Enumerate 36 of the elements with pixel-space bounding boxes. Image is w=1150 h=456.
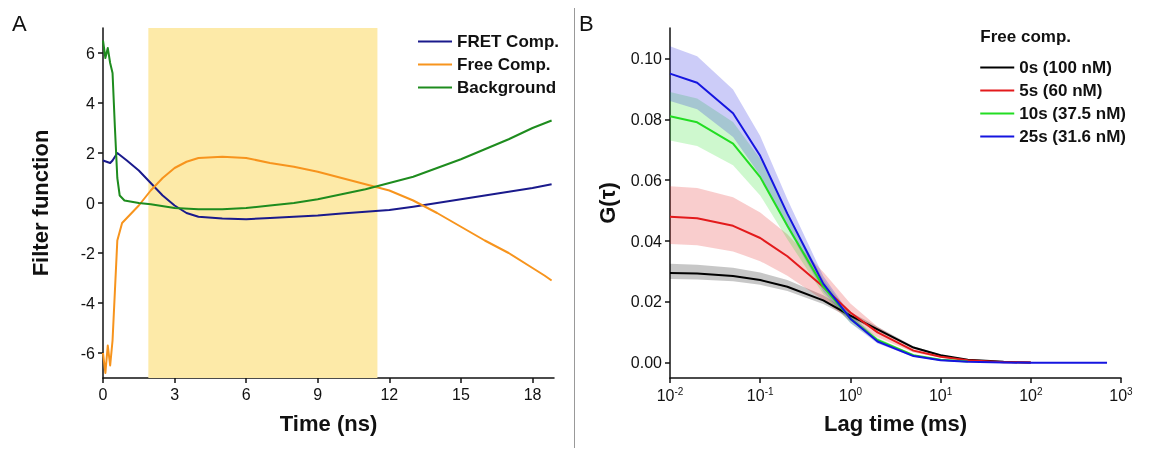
x-tick-label: 6 xyxy=(241,385,251,403)
y-tick-label: 0.02 xyxy=(630,293,663,311)
legend-label: 10s (37.5 nM) xyxy=(1019,104,1126,123)
x-axis-title: Lag time (ms) xyxy=(823,410,968,436)
legend-label: 5s (60 nM) xyxy=(1019,81,1103,100)
x-tick-label: 12 xyxy=(380,385,399,403)
y-tick-label: -4 xyxy=(80,294,96,312)
x-tick-label: 3 xyxy=(170,385,180,403)
text: B xyxy=(579,10,594,36)
x-axis-title: Time (ns) xyxy=(279,410,378,436)
x-tick-label: 9 xyxy=(313,385,323,403)
y-tick-label: 0 xyxy=(86,194,96,212)
y-tick-label: -2 xyxy=(80,244,96,262)
y-tick-label: 4 xyxy=(86,94,96,112)
legend-label: FRET Comp. xyxy=(457,32,560,51)
y-tick-label: 6 xyxy=(86,44,96,62)
legend-title: Free comp. xyxy=(980,27,1072,46)
y-tick-label: 2 xyxy=(86,144,96,162)
legend-label: Background xyxy=(457,78,557,97)
y-axis-title: Filter function xyxy=(27,129,53,277)
y-tick-label: 0.10 xyxy=(630,49,663,67)
y-axis-title: G(τ) xyxy=(594,182,620,224)
x-tick-label: 18 xyxy=(523,385,542,403)
legend-label: 25s (31.6 nM) xyxy=(1019,127,1126,146)
legend-label: 0s (100 nM) xyxy=(1019,58,1112,77)
y-tick-label: 0.06 xyxy=(630,171,663,189)
y-tick-label: -6 xyxy=(80,344,96,362)
legend-label: Free Comp. xyxy=(457,55,551,74)
line-series xyxy=(102,155,553,374)
y-tick-label: 0.00 xyxy=(630,354,663,372)
y-tick-label: 0.08 xyxy=(630,110,663,128)
x-tick-label: 0 xyxy=(98,385,108,403)
y-tick-label: 0.04 xyxy=(630,232,663,250)
x-tick-label: 15 xyxy=(452,385,470,403)
line-series xyxy=(102,152,553,221)
text: A xyxy=(12,10,27,36)
